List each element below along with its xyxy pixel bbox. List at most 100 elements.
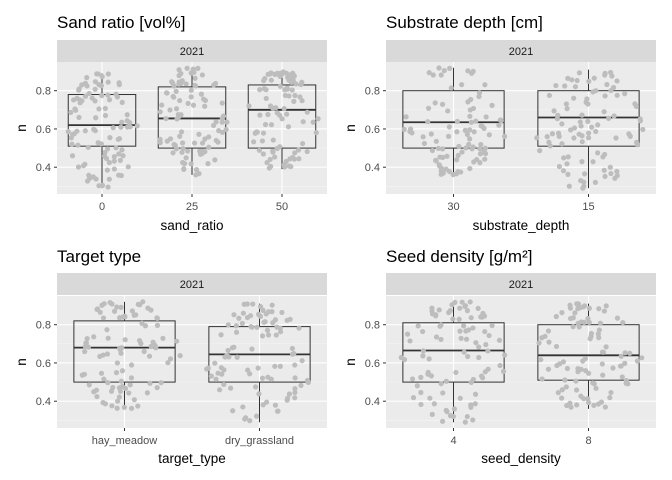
data-point	[180, 146, 186, 152]
data-point	[219, 100, 225, 106]
data-point	[222, 354, 228, 360]
data-point	[450, 413, 457, 420]
data-point	[588, 330, 595, 337]
data-point	[120, 153, 126, 159]
data-point	[265, 111, 271, 118]
data-point	[299, 79, 305, 85]
data-point	[432, 100, 438, 106]
data-point	[560, 168, 567, 174]
data-point	[117, 347, 123, 353]
data-point	[273, 332, 279, 338]
data-point	[464, 308, 471, 314]
data-point	[167, 356, 174, 362]
data-point	[75, 142, 81, 148]
data-point	[225, 347, 231, 354]
data-point	[105, 79, 111, 85]
data-point	[496, 337, 503, 343]
y-tick-label: 0.4	[36, 396, 51, 408]
points-25	[157, 65, 230, 178]
data-point	[462, 127, 468, 133]
points-hay_meadow	[79, 299, 183, 411]
data-point	[626, 131, 632, 137]
data-point	[601, 109, 607, 115]
data-point	[446, 168, 452, 175]
data-point	[603, 303, 609, 309]
data-point	[595, 331, 601, 337]
data-point	[111, 158, 117, 164]
data-point	[272, 317, 278, 323]
data-point	[482, 82, 488, 88]
facet-strip-label: 2021	[509, 46, 533, 58]
data-point	[571, 125, 578, 131]
data-point	[438, 72, 444, 78]
data-point	[221, 381, 227, 388]
data-point	[556, 133, 562, 139]
data-point	[105, 184, 111, 190]
data-point	[467, 165, 473, 172]
data-point	[121, 404, 127, 410]
data-point	[268, 122, 275, 128]
data-point	[281, 162, 287, 168]
data-point	[476, 344, 482, 350]
data-point	[403, 114, 409, 120]
data-point	[295, 147, 302, 153]
data-point	[188, 161, 194, 167]
data-point	[457, 328, 463, 334]
data-point	[426, 356, 432, 362]
data-point	[304, 377, 311, 384]
data-point	[245, 367, 251, 373]
data-point	[441, 67, 447, 74]
data-point	[100, 352, 106, 358]
data-point	[148, 343, 154, 349]
data-point	[609, 73, 615, 79]
data-point	[195, 65, 201, 71]
data-point	[119, 119, 125, 125]
data-point	[619, 374, 625, 380]
data-point	[435, 145, 442, 152]
data-point	[93, 176, 99, 182]
data-point	[102, 112, 109, 119]
y-tick-label: 0.6	[36, 358, 51, 370]
data-point	[429, 305, 435, 311]
data-point	[124, 112, 130, 118]
data-point	[260, 151, 266, 157]
data-point	[234, 354, 240, 360]
data-point	[596, 327, 602, 333]
data-point	[181, 166, 187, 173]
data-point	[154, 322, 161, 328]
data-point	[265, 332, 272, 338]
facet-strip	[57, 40, 327, 62]
data-point	[298, 382, 304, 389]
data-point	[99, 93, 105, 99]
data-point	[86, 382, 92, 388]
data-point	[173, 106, 180, 112]
data-point	[98, 370, 105, 376]
data-point	[425, 369, 431, 376]
data-point	[163, 115, 169, 122]
data-point	[176, 73, 182, 79]
data-point	[212, 157, 218, 163]
data-point	[284, 85, 290, 91]
data-point	[459, 299, 465, 305]
panel-title: Sand ratio [vol%]	[57, 13, 186, 32]
data-point	[96, 183, 102, 189]
data-point	[300, 140, 306, 147]
data-point	[462, 419, 468, 425]
data-point	[571, 95, 577, 101]
data-point	[565, 75, 571, 81]
data-point	[486, 332, 492, 339]
data-point	[427, 395, 433, 401]
data-point	[259, 375, 266, 381]
data-point	[545, 366, 552, 372]
data-point	[213, 376, 219, 382]
data-point	[454, 129, 460, 135]
data-point	[607, 164, 613, 170]
data-point	[581, 319, 587, 326]
data-point	[445, 108, 451, 114]
data-point	[92, 98, 98, 104]
data-point	[547, 143, 553, 149]
data-point	[93, 115, 99, 121]
data-point	[425, 105, 432, 111]
data-point	[104, 146, 111, 152]
data-point	[602, 93, 608, 99]
